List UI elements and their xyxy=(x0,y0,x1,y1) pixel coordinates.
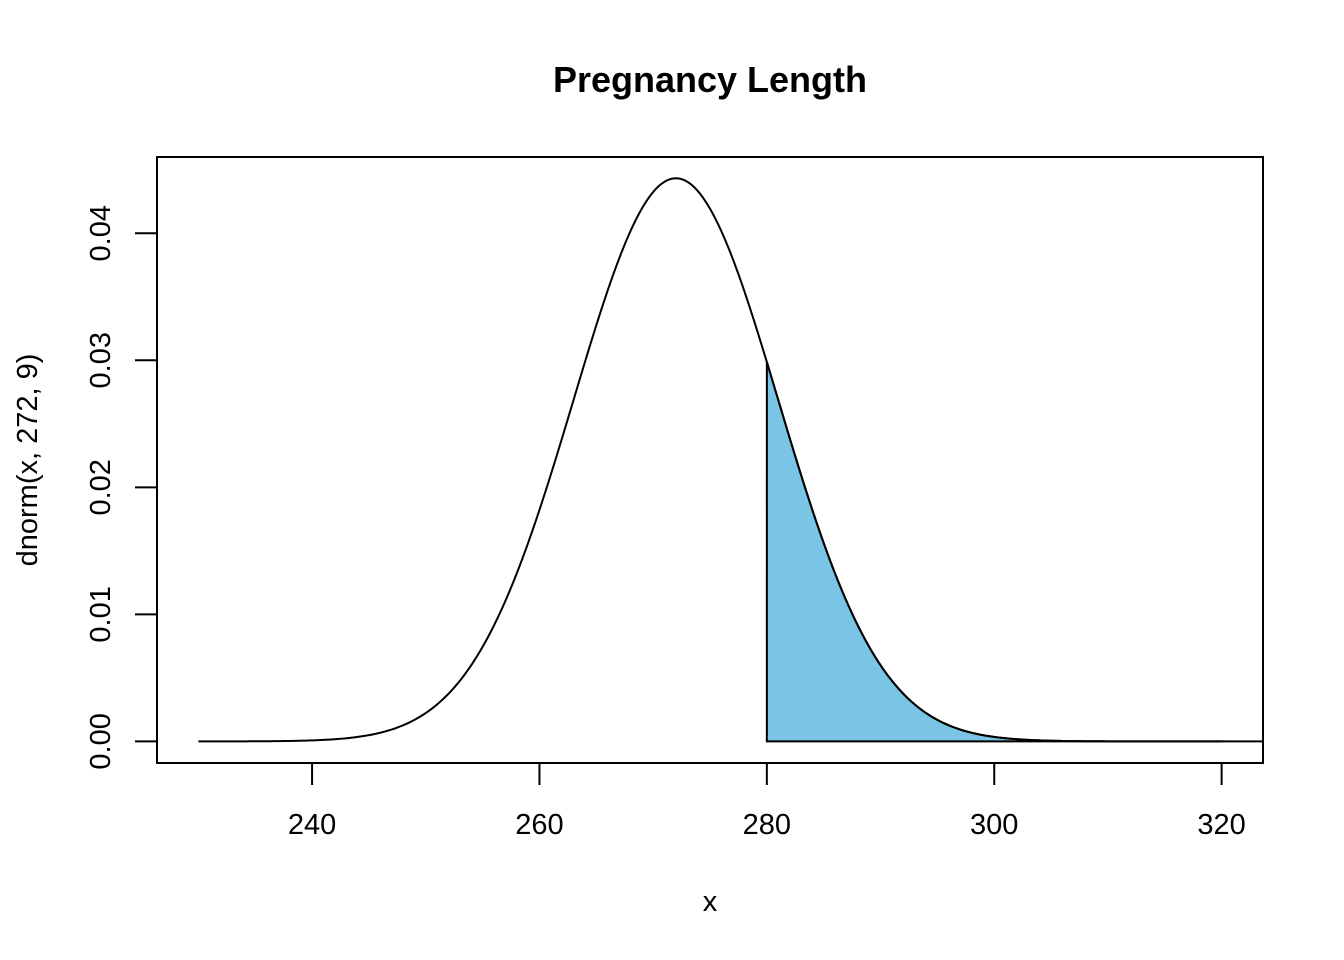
x-tick-label: 300 xyxy=(970,809,1018,841)
density-curve xyxy=(198,177,1222,743)
y-tick-label: 0.02 xyxy=(85,459,117,515)
y-axis: 0.00 0.01 0.02 0.03 0.04 xyxy=(85,205,157,770)
y-axis-label: dnorm(x, 272, 9) xyxy=(12,354,44,567)
plot-area xyxy=(198,177,1263,743)
y-tick-label: 0.01 xyxy=(85,586,117,642)
x-axis-label: x xyxy=(703,886,718,918)
shaded-tail-area xyxy=(765,361,1223,743)
x-tick-label: 260 xyxy=(515,809,563,841)
x-tick-label: 280 xyxy=(743,809,791,841)
x-tick-label: 240 xyxy=(288,809,336,841)
y-tick-label: 0.03 xyxy=(85,332,117,388)
plot-frame xyxy=(156,156,1264,764)
y-tick-label: 0.04 xyxy=(85,205,117,261)
chart-title: Pregnancy Length xyxy=(553,59,867,100)
x-axis: 240 260 280 300 320 xyxy=(288,763,1246,841)
y-tick-label: 0.00 xyxy=(85,713,117,769)
x-tick-label: 320 xyxy=(1197,809,1245,841)
